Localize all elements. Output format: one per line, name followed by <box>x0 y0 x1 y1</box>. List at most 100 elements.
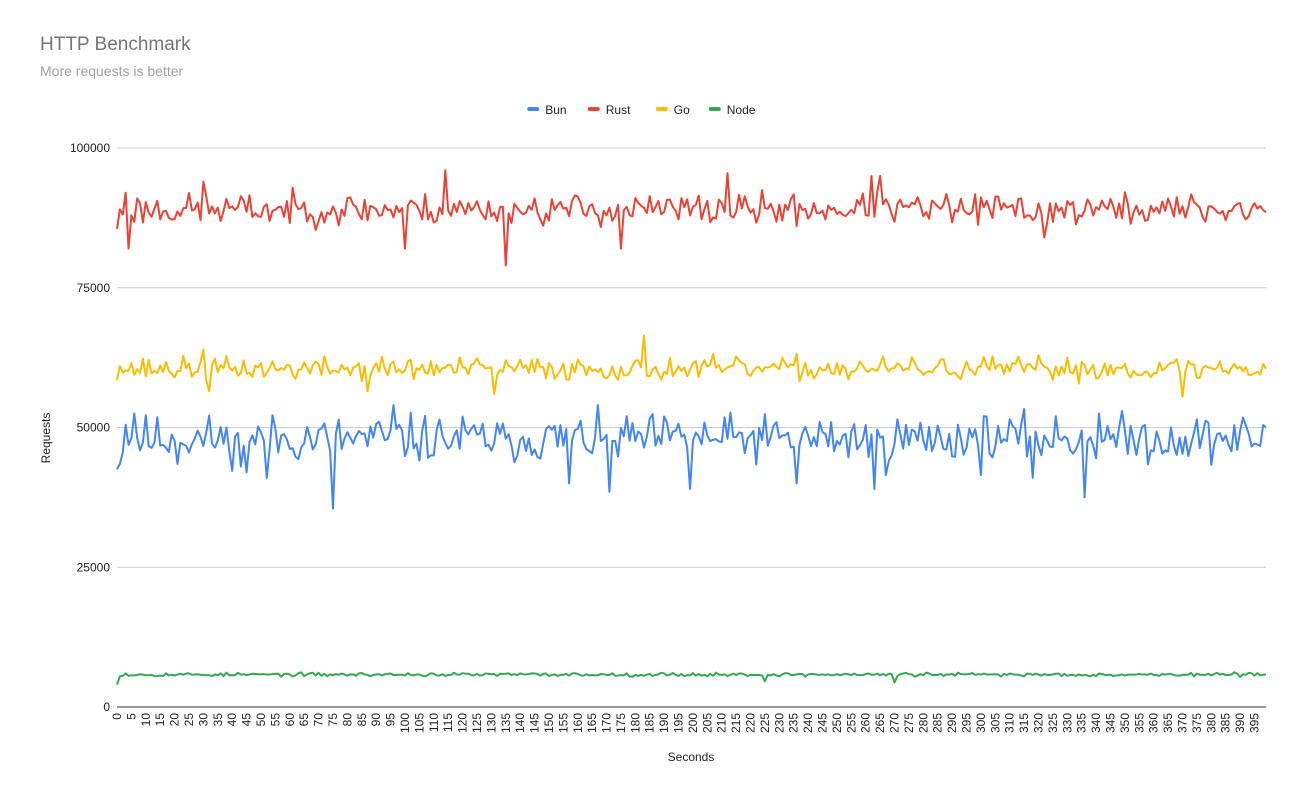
x-tick-label: 160 <box>571 713 585 733</box>
x-tick-label: 275 <box>902 713 916 733</box>
x-tick-label: 70 <box>312 713 326 727</box>
x-tick-label: 30 <box>196 713 210 727</box>
x-tick-label: 140 <box>513 713 527 733</box>
x-tick-label: 300 <box>974 713 988 733</box>
x-axis-ticks: 0 5 10 15 20 25 30 35 40 45 50 55 60 65 70 75 80 85 90 95 10… <box>110 713 1261 733</box>
x-tick-label: 60 <box>283 713 297 727</box>
x-tick-label: 125 <box>470 713 484 733</box>
x-tick-label: 215 <box>729 713 743 733</box>
x-tick-label: 315 <box>1017 713 1031 733</box>
series-line-go <box>116 334 1267 398</box>
y-tick-label: 100000 <box>70 141 110 155</box>
x-tick-label: 90 <box>369 713 383 727</box>
chart-series <box>116 169 1267 685</box>
x-tick-label: 370 <box>1175 713 1189 733</box>
x-tick-label: 365 <box>1161 713 1175 733</box>
legend-label-bun: Bun <box>545 103 566 117</box>
x-tick-label: 40 <box>225 713 239 727</box>
legend-swatch-bun <box>527 107 540 111</box>
legend-swatch-go <box>655 107 668 111</box>
x-tick-label: 110 <box>427 713 441 732</box>
series-line-node <box>116 671 1267 685</box>
x-tick-label: 165 <box>585 713 599 733</box>
x-tick-label: 115 <box>441 713 455 732</box>
x-tick-label: 80 <box>340 713 354 727</box>
legend-swatch-rust <box>587 107 600 111</box>
x-tick-label: 325 <box>1046 713 1060 733</box>
y-tick-label: 50000 <box>77 421 111 435</box>
x-tick-label: 290 <box>945 713 959 733</box>
x-tick-label: 340 <box>1089 713 1103 733</box>
y-tick-label: 75000 <box>77 281 111 295</box>
x-tick-label: 130 <box>484 713 498 733</box>
x-tick-label: 360 <box>1147 713 1161 733</box>
legend-swatch-node <box>708 107 721 111</box>
chart-legend: Bun Rust Go Node <box>527 103 756 117</box>
x-tick-label: 345 <box>1103 713 1117 733</box>
x-tick-label: 200 <box>686 713 700 733</box>
x-tick-label: 320 <box>1032 713 1046 733</box>
x-tick-label: 95 <box>384 713 398 727</box>
x-tick-label: 285 <box>931 713 945 733</box>
x-tick-label: 240 <box>801 713 815 733</box>
x-tick-label: 295 <box>960 713 974 733</box>
y-tick-label: 0 <box>103 700 110 714</box>
x-tick-label: 335 <box>1075 713 1089 733</box>
x-tick-label: 220 <box>744 713 758 733</box>
chart-title: HTTP Benchmark <box>40 34 191 55</box>
x-tick-label: 75 <box>326 713 340 727</box>
x-tick-label: 155 <box>556 713 570 733</box>
x-tick-label: 5 <box>124 713 138 720</box>
x-tick-label: 380 <box>1204 713 1218 733</box>
x-tick-label: 55 <box>268 713 282 727</box>
x-tick-label: 175 <box>614 713 628 733</box>
x-tick-label: 10 <box>139 713 153 727</box>
x-tick-label: 65 <box>297 713 311 727</box>
x-tick-label: 260 <box>859 713 873 733</box>
legend-label-rust: Rust <box>606 103 631 117</box>
x-tick-label: 205 <box>700 713 714 733</box>
x-tick-label: 85 <box>355 713 369 727</box>
x-tick-label: 210 <box>715 713 729 733</box>
x-tick-label: 305 <box>988 713 1002 733</box>
legend-label-node: Node <box>727 103 756 117</box>
y-axis-label: Requests <box>39 413 53 464</box>
x-tick-label: 185 <box>643 713 657 733</box>
x-tick-label: 190 <box>657 713 671 733</box>
x-tick-label: 0 <box>110 713 124 720</box>
y-tick-label: 25000 <box>77 560 111 574</box>
x-tick-label: 145 <box>528 713 542 733</box>
x-tick-label: 45 <box>240 713 254 727</box>
x-tick-label: 310 <box>1003 713 1017 733</box>
x-tick-label: 245 <box>816 713 830 733</box>
x-tick-label: 350 <box>1118 713 1132 733</box>
x-tick-label: 270 <box>888 713 902 733</box>
x-tick-label: 385 <box>1219 713 1233 733</box>
x-tick-label: 395 <box>1247 713 1261 733</box>
y-axis-ticks: 0 25000 50000 75000 100000 <box>70 141 110 714</box>
x-tick-label: 390 <box>1233 713 1247 733</box>
x-tick-label: 330 <box>1060 713 1074 733</box>
x-tick-label: 265 <box>873 713 887 733</box>
x-tick-label: 20 <box>168 713 182 727</box>
x-tick-label: 150 <box>542 713 556 733</box>
x-axis-label: Seconds <box>668 750 715 764</box>
chart-subtitle: More requests is better <box>40 63 184 79</box>
x-tick-label: 225 <box>758 713 772 733</box>
x-tick-label: 50 <box>254 713 268 727</box>
series-line-rust <box>116 169 1267 267</box>
x-tick-label: 170 <box>600 713 614 733</box>
x-tick-label: 255 <box>844 713 858 733</box>
x-tick-label: 230 <box>772 713 786 733</box>
x-tick-label: 135 <box>499 713 513 733</box>
x-tick-label: 195 <box>672 713 686 733</box>
x-tick-label: 25 <box>182 713 196 727</box>
x-tick-label: 355 <box>1132 713 1146 733</box>
series-line-bun <box>116 404 1267 510</box>
chart-gridlines <box>117 147 1266 708</box>
x-tick-label: 120 <box>456 713 470 733</box>
legend-label-go: Go <box>674 103 690 117</box>
x-tick-label: 100 <box>398 713 412 733</box>
x-tick-label: 180 <box>628 713 642 733</box>
